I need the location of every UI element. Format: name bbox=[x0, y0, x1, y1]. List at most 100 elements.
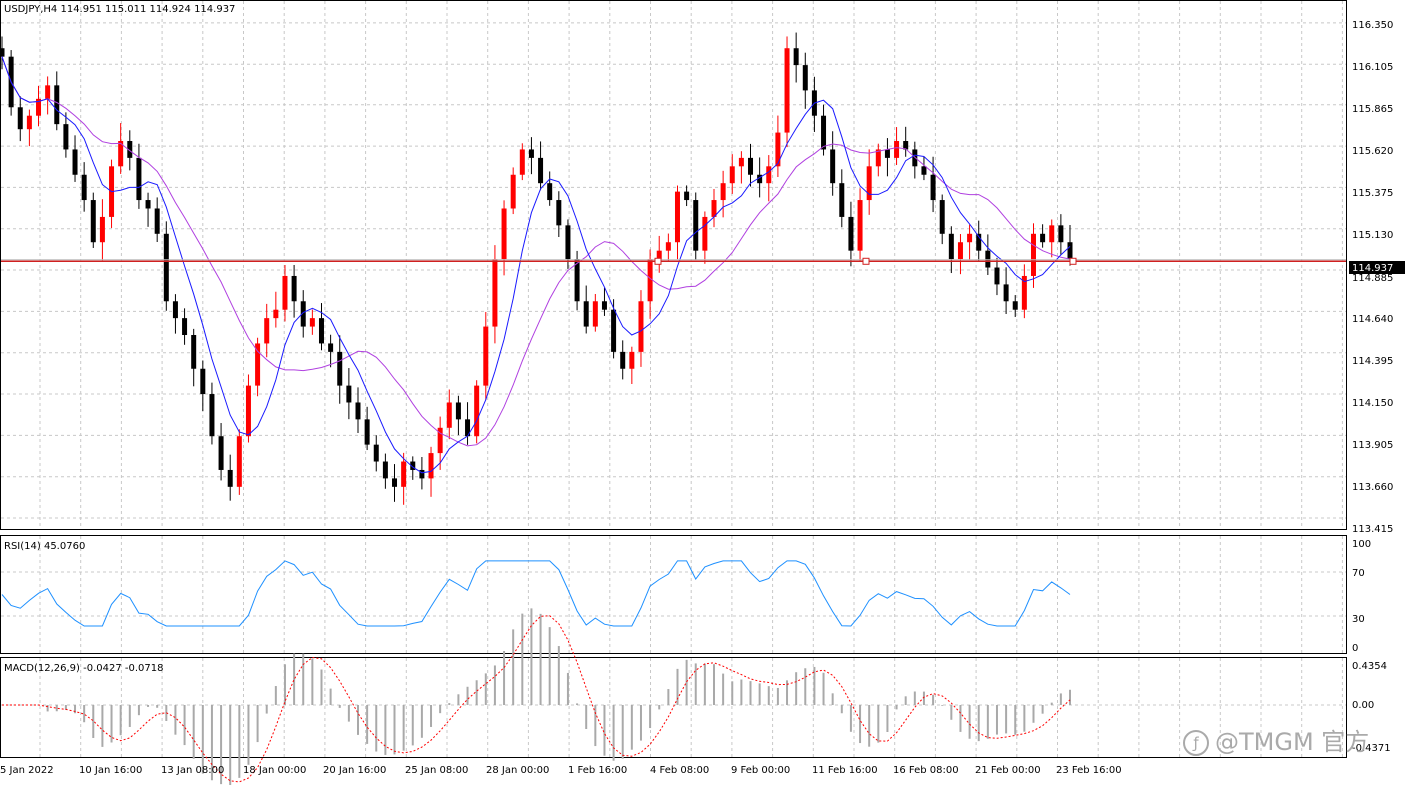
candle-body bbox=[1067, 242, 1073, 260]
candle-body bbox=[291, 275, 297, 302]
rsi-level: 0 bbox=[1352, 643, 1358, 654]
candle-body bbox=[337, 351, 343, 386]
rsi-level: 100 bbox=[1352, 539, 1371, 550]
candle-body bbox=[245, 385, 251, 437]
candle-body bbox=[775, 132, 781, 167]
time-tick: 10 Jan 16:00 bbox=[79, 765, 142, 776]
time-tick: 5 Jan 2022 bbox=[0, 765, 54, 776]
candle-body bbox=[465, 419, 471, 437]
rsi-line bbox=[1, 560, 1071, 627]
price-tick: 113.905 bbox=[1352, 440, 1393, 451]
candle-body bbox=[54, 85, 60, 125]
indicators bbox=[1, 56, 1346, 785]
candle-body bbox=[894, 141, 900, 158]
candle-body bbox=[318, 318, 324, 344]
price-tick: 115.865 bbox=[1352, 104, 1393, 115]
candle-body bbox=[255, 343, 261, 386]
current-price-badge bbox=[1349, 261, 1405, 274]
candle-body bbox=[866, 166, 872, 201]
candle-body bbox=[1021, 275, 1027, 310]
candle-body bbox=[565, 225, 571, 260]
candle-body bbox=[72, 149, 78, 175]
candle-body bbox=[848, 216, 854, 251]
candle-body bbox=[930, 174, 936, 201]
candle-body bbox=[492, 259, 498, 327]
candle-body bbox=[1049, 225, 1055, 243]
candle-body bbox=[501, 208, 507, 260]
candle-body bbox=[428, 453, 434, 479]
candle-body bbox=[647, 259, 653, 302]
candle-body bbox=[455, 402, 461, 420]
candle-body bbox=[392, 478, 398, 487]
candle-body bbox=[921, 166, 927, 175]
tmgm-logo-icon: ƒ bbox=[1183, 730, 1209, 756]
candle-body bbox=[419, 469, 425, 479]
macd-level: -0.4371 bbox=[1352, 743, 1391, 754]
time-tick: 9 Feb 00:00 bbox=[731, 765, 790, 776]
candle-body bbox=[547, 183, 553, 201]
candle-body bbox=[163, 233, 169, 302]
candle-body bbox=[218, 436, 224, 470]
price-tick: 116.105 bbox=[1352, 62, 1393, 73]
rsi-level: 70 bbox=[1352, 568, 1365, 579]
candle-body bbox=[510, 174, 516, 209]
candle-body bbox=[674, 191, 680, 243]
price-tick: 115.130 bbox=[1352, 230, 1393, 241]
candle-body bbox=[346, 385, 352, 403]
candle-body bbox=[382, 461, 388, 479]
candle-body bbox=[0, 48, 5, 57]
candle-body bbox=[36, 98, 42, 116]
candle-body bbox=[483, 326, 489, 386]
macd-title: MACD(12,26,9) -0.0427 -0.0718 bbox=[4, 663, 164, 674]
candle-body bbox=[1058, 225, 1064, 243]
candle-body bbox=[200, 368, 206, 395]
candle-body bbox=[592, 301, 598, 327]
macd-axis: 0.4354 0.00 -0.4371 bbox=[1352, 661, 1391, 754]
candle-body bbox=[583, 301, 589, 327]
candle-body bbox=[26, 115, 32, 130]
price-panel-frame bbox=[0, 0, 1347, 530]
candle-body bbox=[373, 444, 379, 462]
candle-body bbox=[665, 242, 671, 251]
time-tick: 25 Jan 08:00 bbox=[405, 765, 468, 776]
candle-body bbox=[300, 301, 306, 327]
ma-fast-line bbox=[1, 56, 1071, 474]
candle-body bbox=[191, 335, 197, 369]
macd-panel-frame bbox=[0, 657, 1347, 758]
candle-body bbox=[738, 157, 744, 167]
macd-level: 0.00 bbox=[1352, 700, 1374, 711]
price-series bbox=[0, 32, 1073, 505]
candle-body bbox=[985, 250, 991, 268]
time-tick: 16 Feb 08:00 bbox=[893, 765, 959, 776]
price-tick: 114.640 bbox=[1352, 314, 1393, 325]
price-tick: 115.620 bbox=[1352, 146, 1393, 157]
price-tick: 115.375 bbox=[1352, 188, 1393, 199]
price-tick: 113.660 bbox=[1352, 482, 1393, 493]
price-axis: 116.350 116.105 115.865 115.620 115.375 … bbox=[1352, 20, 1393, 535]
candle-body bbox=[63, 124, 69, 150]
candle-body bbox=[227, 469, 233, 487]
time-tick: 11 Feb 16:00 bbox=[812, 765, 878, 776]
candle-body bbox=[282, 275, 288, 310]
candle-body bbox=[172, 301, 178, 319]
candle-body bbox=[802, 65, 808, 91]
candle-body bbox=[118, 141, 124, 167]
candle-body bbox=[209, 394, 215, 437]
candle-body bbox=[684, 191, 690, 201]
current-price-label: 114.937 bbox=[1352, 263, 1393, 274]
candle-body bbox=[884, 149, 890, 158]
candle-body bbox=[538, 157, 544, 184]
candle-body bbox=[611, 309, 617, 352]
candle-body bbox=[236, 436, 242, 487]
candle-body bbox=[519, 149, 525, 175]
candle-body bbox=[574, 259, 580, 302]
rsi-title: RSI(14) 45.0760 bbox=[4, 541, 85, 552]
candle-body bbox=[410, 461, 416, 470]
candle-body bbox=[939, 200, 945, 234]
candle-body bbox=[656, 250, 662, 260]
chart-header: USDJPY,H4 114.951 115.011 114.924 114.93… bbox=[4, 4, 235, 15]
candle-body bbox=[875, 149, 881, 167]
candle-body bbox=[967, 233, 973, 243]
candle-body bbox=[309, 318, 315, 327]
